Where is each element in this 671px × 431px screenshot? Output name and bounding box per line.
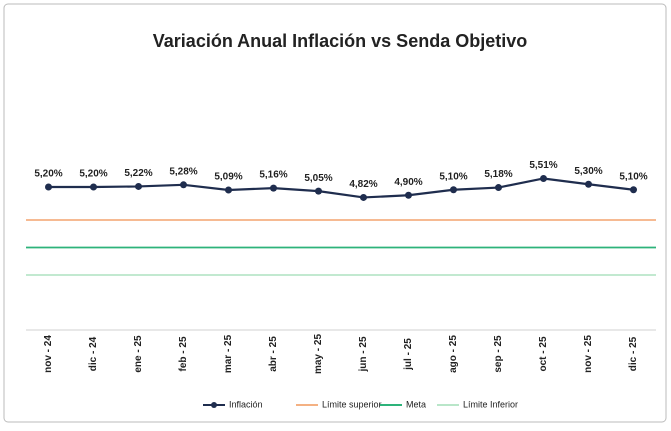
- legend-label: Meta: [406, 399, 426, 409]
- data-point: [225, 186, 232, 194]
- series-line: [48, 177, 634, 199]
- x-tick-label: oct - 25: [538, 336, 549, 371]
- x-tick-label: abr - 25: [268, 336, 279, 372]
- x-tick-label: dic - 24: [88, 336, 99, 371]
- legend-label: Límite superior: [322, 399, 382, 409]
- data-point: [360, 193, 367, 201]
- data-point: [180, 181, 187, 189]
- data-point: [270, 184, 277, 192]
- data-label: 5,30%: [574, 166, 602, 177]
- data-point: [135, 182, 142, 190]
- data-point: [540, 174, 547, 182]
- x-tick-label: dic - 25: [628, 336, 639, 371]
- data-label: 5,20%: [34, 169, 62, 180]
- data-label: 5,18%: [484, 169, 512, 180]
- x-tick-label: jun - 25: [358, 336, 369, 372]
- legend-label: Límite Inferior: [463, 399, 518, 409]
- x-tick-label: feb - 25: [178, 336, 189, 371]
- data-label: 5,28%: [169, 166, 197, 177]
- data-label: 5,51%: [529, 160, 557, 171]
- data-point: [90, 183, 97, 191]
- data-label: 5,22%: [124, 168, 152, 179]
- data-point: [45, 183, 52, 191]
- x-tick-label: nov - 25: [583, 335, 594, 373]
- x-tick-label: sep - 25: [493, 335, 504, 373]
- chart-frame: [3, 3, 667, 423]
- x-tick-label: jul - 25: [403, 338, 414, 371]
- data-point: [450, 186, 457, 194]
- data-point: [405, 191, 412, 199]
- data-label: 5,05%: [304, 173, 332, 184]
- data-point: [315, 187, 322, 195]
- data-point: [630, 186, 637, 194]
- legend-label: Inflación: [229, 399, 263, 409]
- x-tick-label: nov - 24: [43, 335, 54, 373]
- x-tick-label: ene - 25: [133, 335, 144, 373]
- data-point: [495, 184, 502, 192]
- data-label: 5,09%: [214, 172, 242, 183]
- x-tick-label: ago - 25: [448, 335, 459, 373]
- data-label: 4,82%: [349, 179, 377, 190]
- chart-title: Variación Anual Inflación vs Senda Objet…: [153, 31, 527, 51]
- x-tick-label: mar - 25: [223, 334, 234, 373]
- data-label: 5,16%: [259, 170, 287, 181]
- data-label: 4,90%: [394, 177, 422, 188]
- data-point: [585, 180, 592, 188]
- data-label: 5,20%: [79, 169, 107, 180]
- data-label: 5,10%: [439, 171, 467, 182]
- data-label: 5,10%: [619, 171, 647, 182]
- legend-marker: [211, 402, 217, 408]
- x-tick-label: may - 25: [313, 334, 324, 374]
